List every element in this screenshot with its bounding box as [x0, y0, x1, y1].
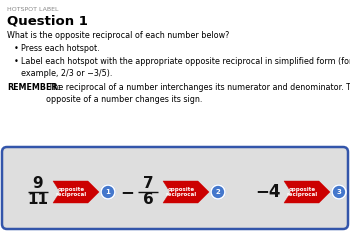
Text: 3: 3 — [337, 189, 342, 195]
Circle shape — [101, 185, 115, 199]
Text: •: • — [14, 57, 19, 66]
Polygon shape — [284, 181, 330, 203]
FancyBboxPatch shape — [2, 147, 348, 229]
Text: 2: 2 — [216, 189, 220, 195]
Text: HOTSPOT LABEL: HOTSPOT LABEL — [7, 7, 58, 12]
Text: opposite
reciprocal: opposite reciprocal — [287, 187, 318, 198]
Circle shape — [332, 185, 346, 199]
Text: 6: 6 — [143, 192, 153, 207]
Polygon shape — [53, 181, 99, 203]
Text: Label each hotspot with the appropriate opposite reciprocal in simplified form (: Label each hotspot with the appropriate … — [21, 57, 350, 79]
Text: 7: 7 — [143, 176, 153, 191]
Text: 9: 9 — [33, 176, 43, 191]
Text: The reciprocal of a number interchanges its numerator and denominator. The
oppos: The reciprocal of a number interchanges … — [46, 83, 350, 104]
Text: What is the opposite reciprocal of each number below?: What is the opposite reciprocal of each … — [7, 31, 229, 40]
Circle shape — [211, 185, 225, 199]
Text: 1: 1 — [106, 189, 111, 195]
Text: opposite
reciprocal: opposite reciprocal — [56, 187, 87, 198]
Text: Question 1: Question 1 — [7, 14, 88, 27]
Polygon shape — [163, 181, 209, 203]
Text: 11: 11 — [28, 192, 49, 207]
Text: •: • — [14, 44, 19, 53]
Text: −: − — [120, 183, 134, 201]
Text: opposite
reciprocal: opposite reciprocal — [166, 187, 197, 198]
Text: −4: −4 — [255, 183, 281, 201]
Text: Press each hotspot.: Press each hotspot. — [21, 44, 100, 53]
Text: REMEMBER:: REMEMBER: — [7, 83, 61, 92]
